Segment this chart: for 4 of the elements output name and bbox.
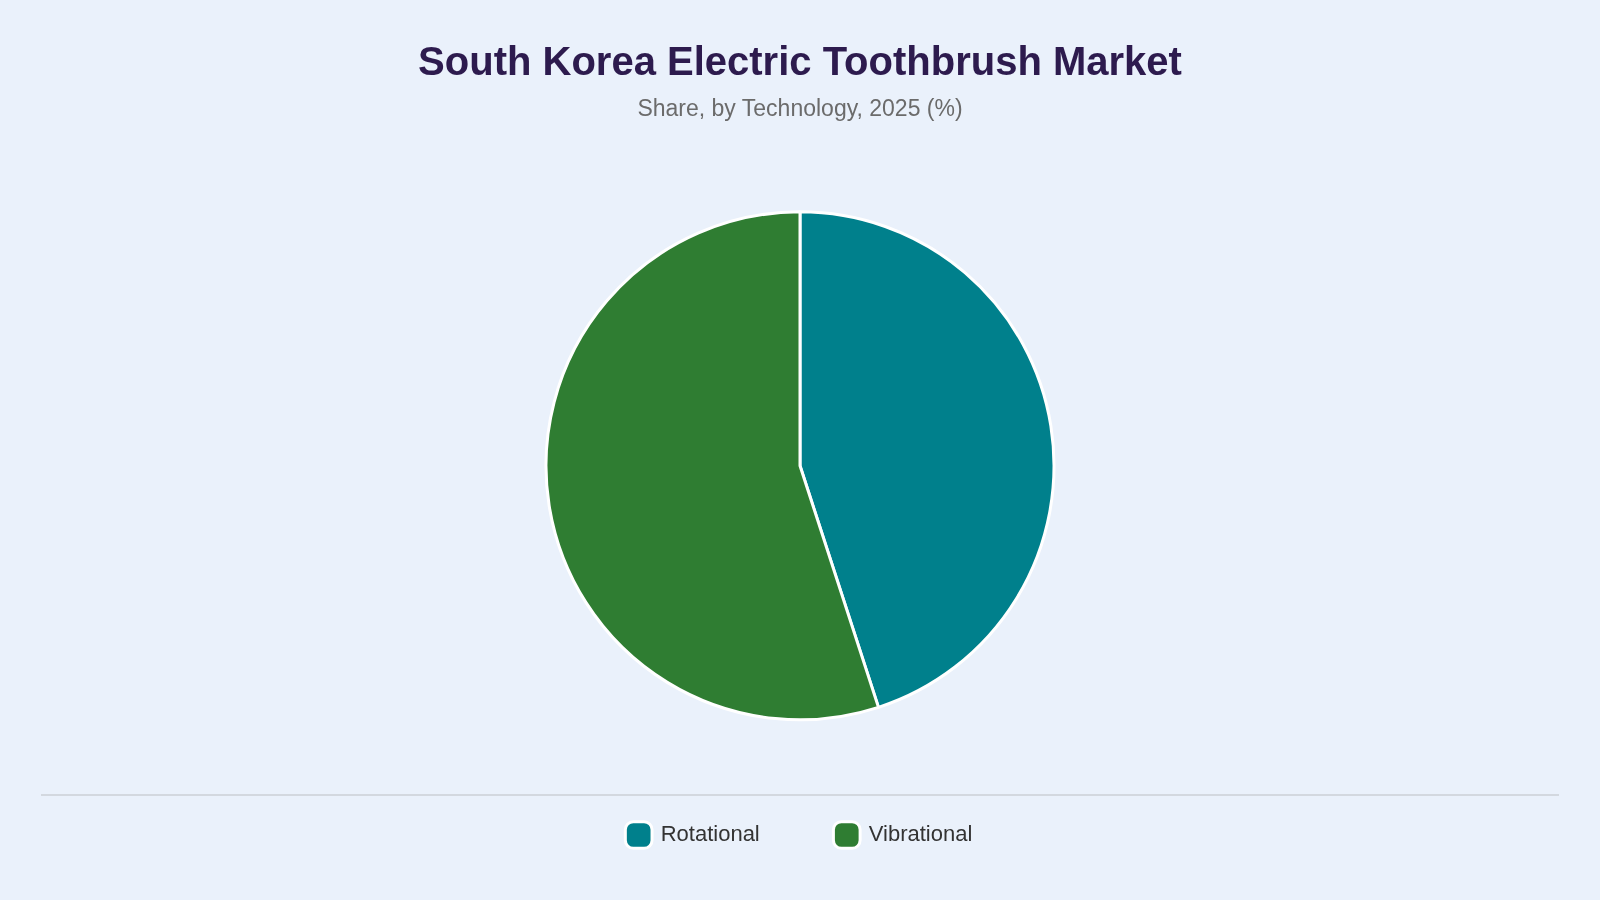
legend-label: Rotational — [660, 821, 760, 847]
legend-label: Vibrational — [868, 821, 973, 847]
chart-title: South Korea Electric Toothbrush Market — [418, 39, 1182, 84]
chart-subtitle: Share, by Technology, 2025 (%) — [637, 95, 963, 122]
